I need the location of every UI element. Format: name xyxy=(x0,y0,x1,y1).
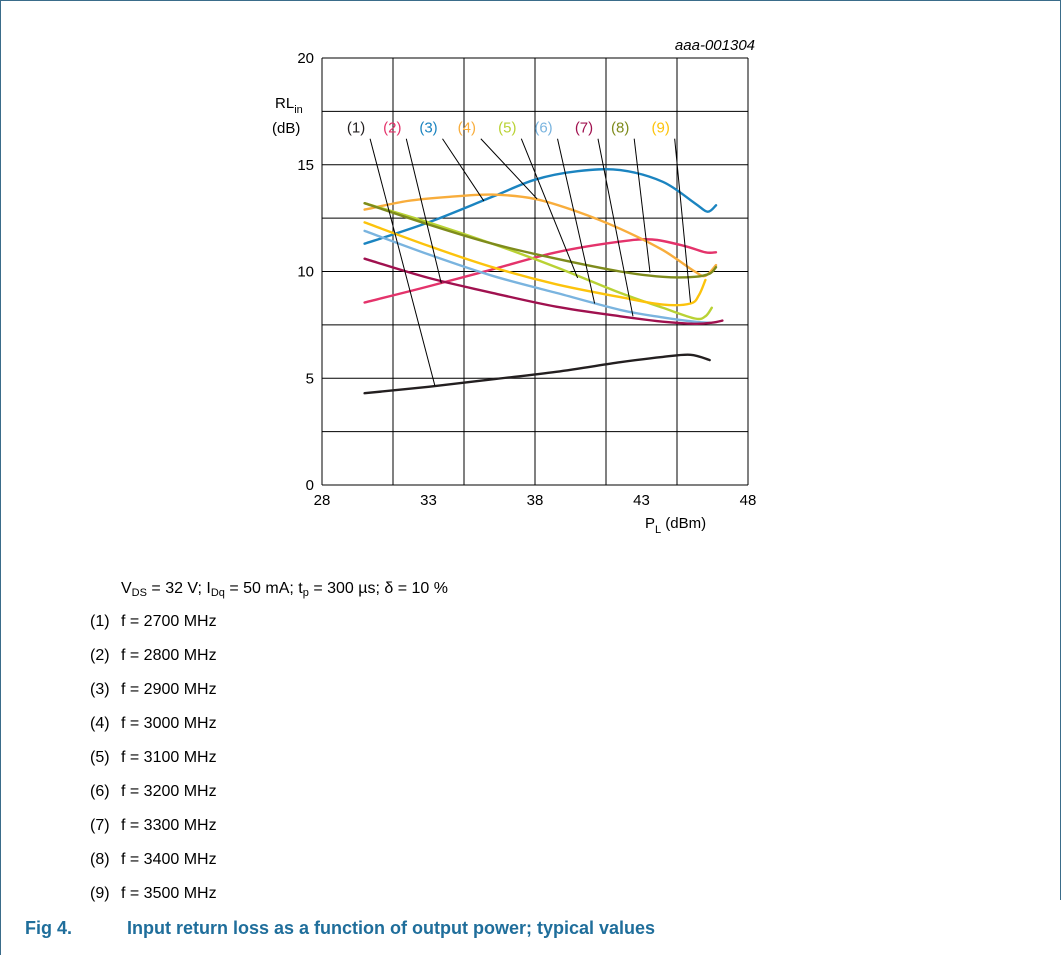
idq-symbol: I xyxy=(206,580,211,597)
legend-text: f = 3400 MHz xyxy=(121,851,217,868)
legend-item: (7) f = 3300 MHz xyxy=(90,814,217,848)
legend-number: (1) xyxy=(90,613,110,630)
figure-title: Input return loss as a function of outpu… xyxy=(127,918,656,938)
series-line-3 xyxy=(363,168,718,245)
axis-ticks: 28 33 38 43 48 0 5 10 15 20 xyxy=(297,50,756,509)
legend-number: (3) xyxy=(90,681,110,698)
chart-grid xyxy=(321,57,749,486)
figure-id: aaa-001304 xyxy=(675,37,755,54)
legend-number: (4) xyxy=(90,715,110,732)
measurement-conditions: VDS = 32 V; IDq = 50 mA; tp = 300 µs; δ … xyxy=(121,579,448,599)
y-tick-label: 0 xyxy=(306,477,314,494)
annotation-label-5: (5) xyxy=(498,120,516,137)
legend-number: (2) xyxy=(90,647,110,664)
series-line-2 xyxy=(363,238,718,304)
annotation-leader-line xyxy=(369,138,436,386)
vds-value: = 32 V; xyxy=(146,580,207,597)
y-tick-label: 15 xyxy=(297,157,314,174)
tp-value: = 300 µs; δ = 10 % xyxy=(308,580,448,597)
legend-text: f = 3000 MHz xyxy=(121,715,217,732)
series-line-8 xyxy=(363,202,718,279)
x-tick-label: 43 xyxy=(633,492,650,509)
annotation-label-4: (4) xyxy=(458,120,476,137)
vds-subscript: DS xyxy=(131,587,147,599)
annotation-leader-line xyxy=(442,138,485,202)
legend-item: (1) f = 2700 MHz xyxy=(90,610,217,644)
legend-number: (5) xyxy=(90,749,110,766)
series-line-7 xyxy=(363,257,724,326)
annotation-label-8: (8) xyxy=(611,120,629,137)
legend-list: (1) f = 2700 MHz (2) f = 2800 MHz (3) f = 2… xyxy=(90,610,217,916)
frame-top-border xyxy=(0,0,1061,1)
y-tick-label: 10 xyxy=(297,264,314,281)
y-tick-label: 20 xyxy=(297,50,314,67)
annotation-label-1: (1) xyxy=(347,120,365,137)
legend-item: (5) f = 3100 MHz xyxy=(90,746,217,780)
annotation-label-6: (6) xyxy=(534,120,552,137)
chart-series xyxy=(363,168,724,395)
y-axis-label: RLin xyxy=(275,95,303,116)
annotation-leader-line xyxy=(674,138,691,303)
figure-caption: Fig 4. Input return loss as a function of… xyxy=(25,918,655,939)
legend-text: f = 3100 MHz xyxy=(121,749,217,766)
legend-item: (6) f = 3200 MHz xyxy=(90,780,217,814)
legend-text: f = 3500 MHz xyxy=(121,885,217,902)
y-axis-unit: (dB) xyxy=(272,120,300,137)
x-axis-label: PL (dBm) xyxy=(645,515,706,536)
tp-symbol: t xyxy=(298,580,303,597)
series-line-9 xyxy=(363,221,707,307)
chart-annotations: (1) (2) (3) (4) (5) (6) (7) (8) (9) xyxy=(347,120,691,386)
x-tick-label: 33 xyxy=(420,492,437,509)
annotation-label-9: (9) xyxy=(651,120,669,137)
legend-text: f = 2800 MHz xyxy=(121,647,217,664)
legend-number: (6) xyxy=(90,783,110,800)
legend-item: (8) f = 3400 MHz xyxy=(90,848,217,882)
y-tick-label: 5 xyxy=(306,370,314,387)
legend-text: f = 2900 MHz xyxy=(121,681,217,698)
x-tick-label: 48 xyxy=(740,492,757,509)
legend-text: f = 2700 MHz xyxy=(121,613,217,630)
series-line-6 xyxy=(363,229,711,324)
legend-text: f = 3200 MHz xyxy=(121,783,217,800)
figure-number: Fig 4. xyxy=(25,918,73,938)
tp-subscript: p xyxy=(302,587,309,599)
legend-item: (2) f = 2800 MHz xyxy=(90,644,217,678)
annotation-leader-line xyxy=(597,138,634,317)
legend-number: (7) xyxy=(90,817,110,834)
legend-number: (9) xyxy=(90,885,110,902)
legend-item: (3) f = 2900 MHz xyxy=(90,678,217,712)
legend-item: (9) f = 3500 MHz xyxy=(90,882,217,916)
annotation-label-3: (3) xyxy=(419,120,437,137)
series-line-4 xyxy=(363,193,718,278)
frame-left-border xyxy=(0,0,1,955)
legend-text: f = 3300 MHz xyxy=(121,817,217,834)
vds-symbol: V xyxy=(121,580,132,597)
annotation-label-2: (2) xyxy=(383,120,401,137)
idq-value: = 50 mA; xyxy=(224,580,299,597)
legend-item: (4) f = 3000 MHz xyxy=(90,712,217,746)
series-line-5 xyxy=(363,202,713,321)
annotation-label-7: (7) xyxy=(575,120,593,137)
annotation-leader-line xyxy=(633,138,651,273)
series-line-1 xyxy=(363,353,711,395)
x-tick-label: 28 xyxy=(314,492,331,509)
annotation-leader-line xyxy=(520,138,579,279)
annotation-leader-line xyxy=(480,138,538,200)
annotation-leader-line xyxy=(557,138,596,304)
legend-number: (8) xyxy=(90,851,110,868)
x-tick-label: 38 xyxy=(527,492,544,509)
annotation-leader-line xyxy=(405,138,442,284)
idq-subscript: Dq xyxy=(210,587,225,599)
